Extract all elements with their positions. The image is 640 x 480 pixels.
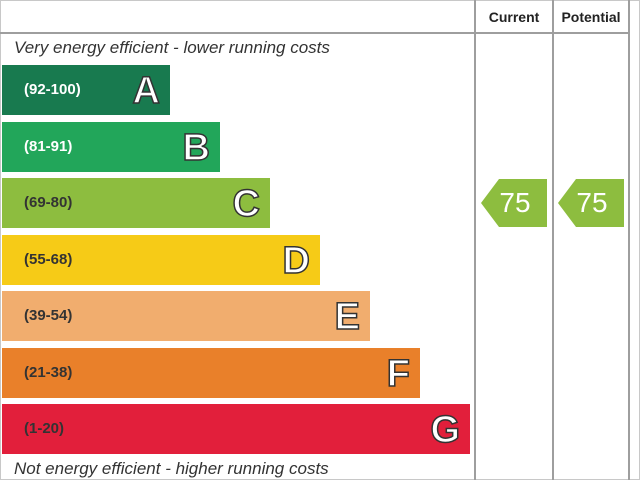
band-range-label: (81-91) [24, 137, 73, 155]
potential-score: 75 [558, 179, 624, 227]
band-a: (92-100) A [2, 65, 170, 115]
band-f: (21-38) F [2, 347, 420, 398]
band-letter: F [386, 352, 411, 396]
current-column-divider [474, 0, 476, 480]
band-range-label: (92-100) [24, 81, 81, 98]
right-edge-divider [628, 0, 630, 480]
potential-score-value: 75 [576, 187, 608, 218]
header-divider [0, 32, 630, 34]
band-range-label: (69-80) [24, 194, 73, 211]
band-range-label: (21-38) [24, 363, 73, 381]
band-d: (55-68) D [2, 234, 320, 285]
band-b: (81-91) B [2, 121, 220, 172]
band-letter: B [182, 126, 211, 170]
potential-column-header: Potential [561, 9, 621, 25]
current-column-header: Current [488, 9, 540, 25]
band-g: (1-20) G [2, 404, 470, 454]
current-score-value: 75 [499, 187, 531, 218]
potential-column-divider [552, 0, 554, 480]
band-letter: A [132, 69, 161, 113]
band-letter: D [282, 239, 311, 283]
band-letter: E [334, 295, 361, 339]
band-range-label: (1-20) [24, 420, 65, 437]
band-e: (39-54) E [2, 291, 370, 341]
band-letter: C [232, 182, 261, 226]
band-range-label: (55-68) [24, 250, 73, 268]
potential-score-arrow [558, 179, 624, 227]
bottom-caption: Not energy efficient - higher running co… [14, 459, 329, 478]
current-score: 75 [481, 179, 547, 227]
top-caption: Very energy efficient - lower running co… [14, 38, 330, 57]
band-range-label: (39-54) [24, 307, 73, 324]
band-letter: G [430, 408, 461, 452]
band-c: (69-80) C [2, 178, 270, 228]
current-score-arrow [481, 179, 547, 227]
